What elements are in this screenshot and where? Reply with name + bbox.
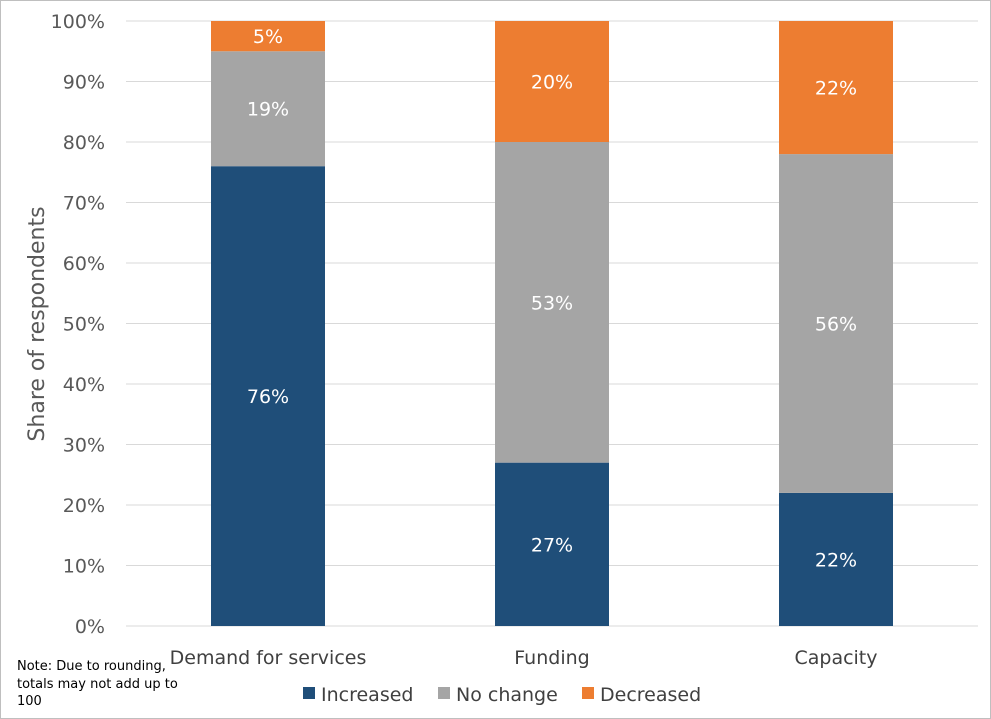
bar-segment-no-change [779,154,893,493]
data-label: 19% [247,99,289,121]
legend-label: No change [456,684,558,706]
bars: 76% 19% 5% 27% 53% 20% 22% 56% 22% [211,21,893,626]
y-tick-label: 20% [63,495,105,517]
bar-segment-increased [211,166,325,626]
legend-swatch [582,687,594,699]
rounding-note: Note: Due to rounding, totals may not ad… [17,659,178,709]
y-tick-label: 70% [63,193,105,215]
y-tick-label: 0% [75,616,105,638]
legend-label: Decreased [600,684,701,706]
y-tick-label: 80% [63,132,105,154]
bar-segment-increased [779,492,893,626]
y-tick-label: 40% [63,374,105,396]
legend-swatch [438,687,450,699]
y-tick-label: 60% [63,253,105,275]
x-category-label: Demand for services [170,647,367,669]
y-axis-ticks: 0% 10% 20% 30% 40% 50% 60% 70% 80% 90% 100% [51,11,105,638]
bar-segment-decreased [779,21,893,155]
bar-segment-increased [495,462,609,626]
y-axis-label: Share of respondents [25,206,50,441]
data-label: 22% [815,549,857,571]
bar-segment-no-change [211,51,325,167]
y-tick-label: 10% [63,556,105,578]
x-category-label: Capacity [794,647,877,669]
data-label: 56% [815,314,857,336]
y-tick-label: 90% [63,72,105,94]
bar-segment-decreased [211,21,325,52]
data-label: 22% [815,78,857,100]
legend: Increased No change Decreased [303,684,701,706]
data-label: 53% [531,292,573,314]
y-tick-label: 100% [51,11,105,33]
x-category-label: Funding [514,647,589,669]
data-label: 20% [531,72,573,94]
bar-segment-decreased [495,21,609,142]
legend-swatch [303,687,315,699]
data-label: 27% [531,534,573,556]
data-label: 76% [247,386,289,408]
y-tick-label: 30% [63,435,105,457]
x-axis-categories: Demand for services Funding Capacity [170,647,878,669]
legend-label: Increased [321,684,413,706]
y-tick-label: 50% [63,314,105,336]
data-label: 5% [253,26,283,48]
bar-segment-no-change [495,142,609,463]
